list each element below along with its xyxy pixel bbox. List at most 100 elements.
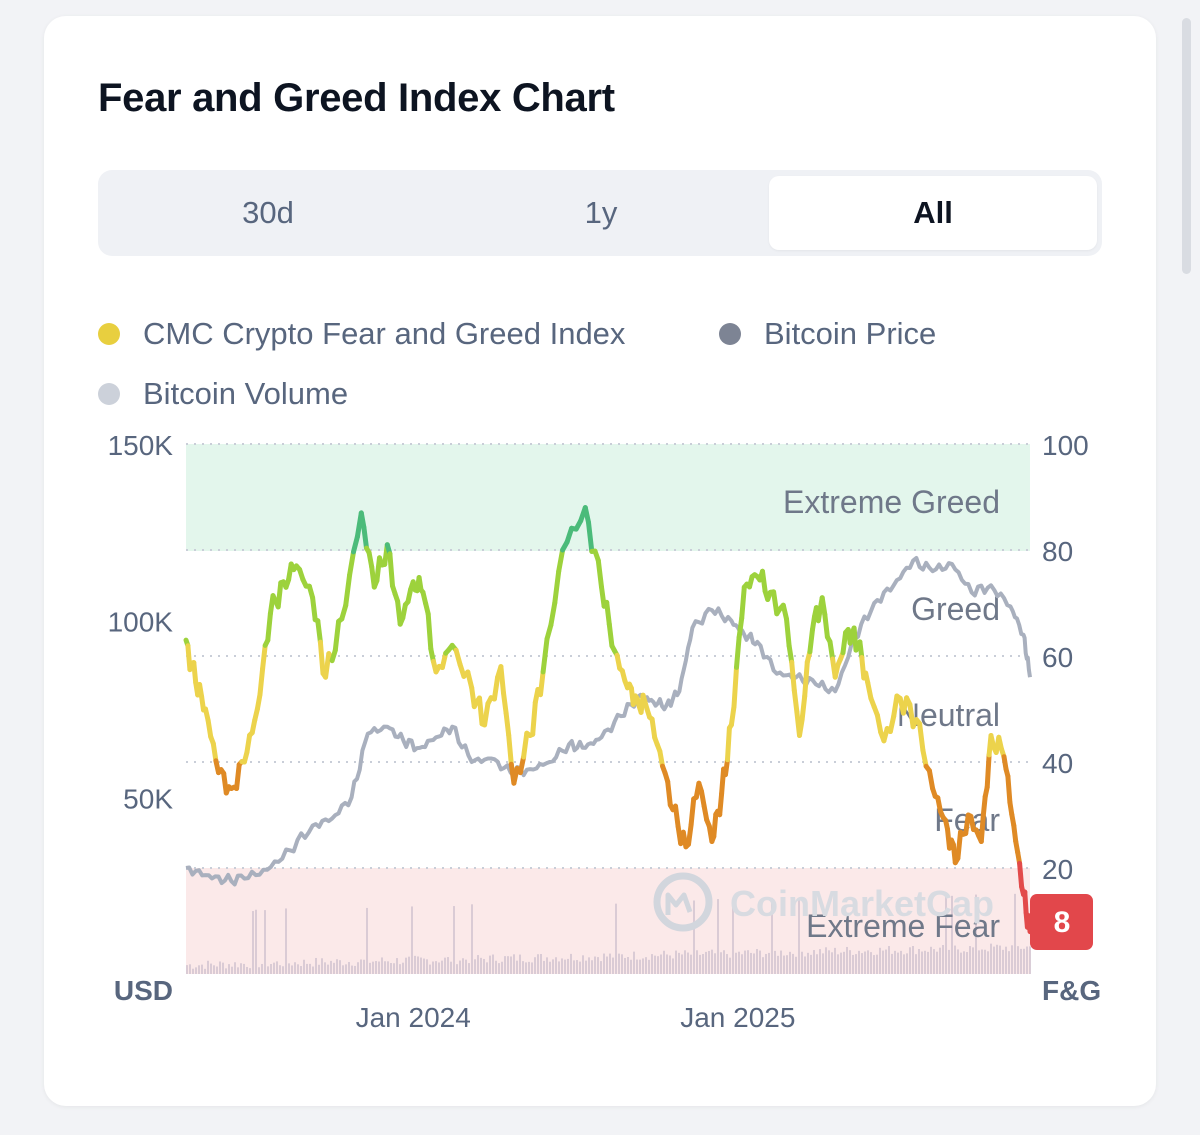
volume-bar (663, 950, 665, 974)
fear-greed-segment (673, 803, 681, 829)
right-axis-unit-label: F&G (1042, 975, 1101, 1006)
volume-bar (714, 953, 716, 974)
fear-greed-segment (649, 716, 658, 741)
volume-bar (633, 951, 635, 974)
volume-bar (822, 953, 824, 974)
left-tick-label: 150K (108, 430, 174, 461)
volume-bar (777, 955, 779, 974)
volume-bar (924, 950, 926, 974)
volume-bar (285, 908, 287, 974)
volume-bar (708, 950, 710, 974)
volume-bar (426, 959, 428, 974)
fear-greed-segment (556, 547, 566, 574)
current-value-badge: 8 (1030, 894, 1093, 950)
volume-bar (765, 953, 767, 974)
volume-bar (213, 965, 215, 974)
fear-greed-segment (260, 642, 268, 672)
volume-bar (855, 954, 857, 974)
fear-greed-segment (234, 762, 242, 791)
fear-greed-segment (548, 600, 558, 628)
fear-greed-segment (552, 568, 562, 606)
volume-bar (681, 954, 683, 974)
fear-greed-segment (802, 659, 810, 699)
volume-bar (192, 968, 194, 974)
right-tick-label: 40 (1042, 748, 1073, 779)
zone-label: Greed (911, 591, 1000, 627)
volume-bar (744, 950, 746, 974)
volume-bar (894, 950, 896, 974)
volume-bar (915, 954, 917, 974)
legend-fear-greed-index[interactable]: CMC Crypto Fear and Greed Index (98, 316, 625, 352)
volume-bar (933, 949, 935, 974)
fear-greed-segment (586, 519, 595, 554)
fear-greed-segment (665, 779, 673, 808)
volume-bar (546, 957, 548, 974)
volume-bar (348, 962, 350, 974)
volume-bar (1005, 946, 1007, 974)
fear-greed-segment (595, 557, 604, 590)
fear-greed-segment (857, 639, 865, 660)
volume-bar (306, 963, 308, 974)
volume-bar (699, 954, 701, 974)
volume-bar (588, 957, 590, 974)
volume-bar (294, 962, 296, 974)
legend-label: Bitcoin Volume (143, 376, 349, 411)
volume-bar (969, 946, 971, 974)
volume-bar (309, 963, 311, 974)
tab-all[interactable]: All (769, 176, 1097, 250)
volume-bar (729, 957, 731, 974)
volume-bar (531, 962, 533, 974)
fear-greed-segment (477, 695, 485, 727)
volume-bar (432, 961, 434, 974)
volume-bar (825, 947, 827, 974)
volume-bar (435, 961, 437, 974)
legend-bitcoin-volume[interactable]: Bitcoin Volume (98, 376, 348, 412)
volume-bar (492, 954, 494, 974)
volume-bar (549, 961, 551, 974)
volume-bar (384, 961, 386, 974)
tab-30d[interactable]: 30d (242, 195, 294, 230)
fear-greed-segment (891, 693, 900, 719)
volume-bar (876, 954, 878, 974)
scrollbar[interactable] (1182, 18, 1191, 274)
volume-bar (1017, 946, 1019, 974)
volume-bar (273, 962, 275, 974)
bitcoin-price-line (185, 556, 1032, 887)
volume-bar (240, 963, 242, 974)
volume-bar (324, 962, 326, 974)
legend-dot-icon (98, 383, 120, 405)
volume-bar (300, 966, 302, 974)
fear-greed-segment (347, 549, 356, 578)
volume-bar (522, 961, 524, 974)
volume-bar (381, 957, 383, 974)
volume-bar (249, 968, 251, 974)
volume-bar (630, 959, 632, 974)
volume-bar (975, 894, 977, 974)
volume-bar (942, 945, 944, 974)
volume-bar (651, 954, 653, 974)
volume-bar (972, 947, 974, 974)
legend-bitcoin-price[interactable]: Bitcoin Price (719, 316, 936, 352)
fear-greed-segment (205, 717, 214, 740)
fear-greed-segment (789, 659, 797, 693)
volume-bar (690, 954, 692, 974)
tab-1y[interactable]: 1y (584, 195, 618, 230)
fear-greed-segment (517, 754, 527, 776)
volume-bar (837, 954, 839, 974)
fear-greed-segment (343, 572, 353, 608)
volume-bar (327, 964, 329, 974)
volume-bar (441, 960, 443, 974)
volume-bar (201, 964, 203, 974)
fear-greed-segment (723, 757, 730, 778)
volume-bar (684, 950, 686, 974)
volume-bar (267, 966, 269, 974)
fear-greed-segment (1011, 823, 1019, 844)
volume-bar (768, 952, 770, 974)
fear-greed-segment (711, 811, 719, 839)
fear-greed-segment (786, 643, 795, 665)
timeframe-tabs: 30d 1y All (98, 170, 1102, 256)
volume-bar (210, 963, 212, 974)
volume-bar (342, 965, 344, 974)
volume-bar (705, 951, 707, 974)
